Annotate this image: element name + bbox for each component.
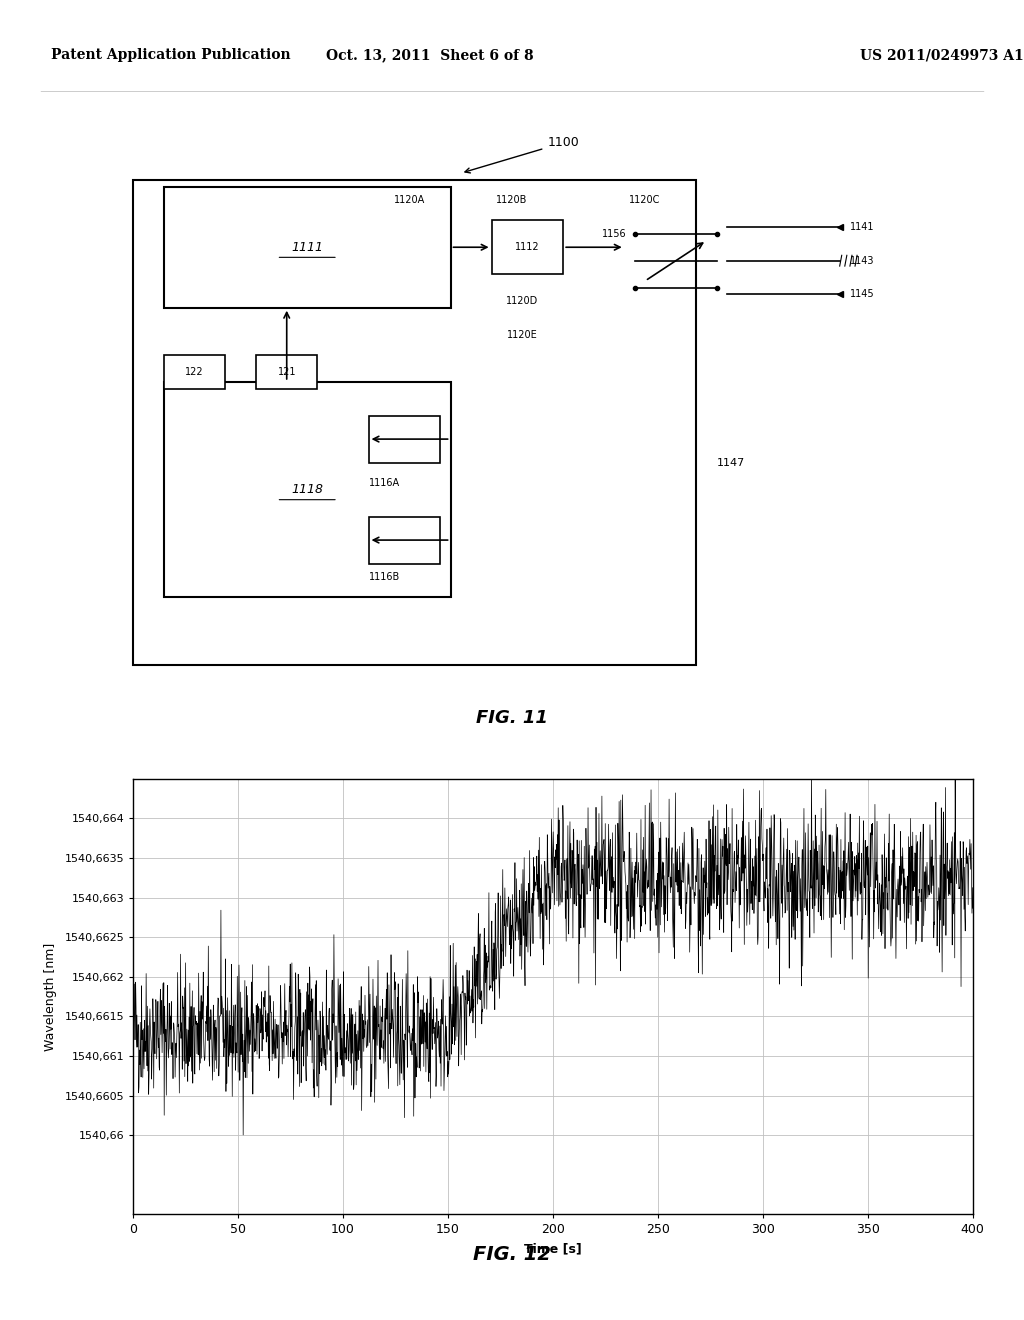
FancyBboxPatch shape (164, 381, 451, 597)
FancyBboxPatch shape (369, 516, 440, 564)
Text: FIG. 12: FIG. 12 (473, 1245, 551, 1263)
Text: 1145: 1145 (850, 289, 874, 300)
Text: 1111: 1111 (291, 240, 324, 253)
Text: 1120E: 1120E (507, 330, 538, 339)
Text: 1141: 1141 (850, 222, 874, 232)
FancyBboxPatch shape (369, 416, 440, 463)
Text: 1116A: 1116A (369, 478, 399, 488)
Text: 1120D: 1120D (506, 296, 539, 306)
Text: 1116B: 1116B (369, 572, 400, 582)
FancyBboxPatch shape (164, 355, 225, 388)
FancyBboxPatch shape (164, 186, 451, 308)
Text: Oct. 13, 2011  Sheet 6 of 8: Oct. 13, 2011 Sheet 6 of 8 (327, 49, 534, 62)
Text: FIG. 11: FIG. 11 (476, 709, 548, 727)
Text: 1156: 1156 (602, 228, 627, 239)
Text: 1120B: 1120B (497, 195, 527, 205)
Text: US 2011/0249973 A1: US 2011/0249973 A1 (860, 49, 1024, 62)
Y-axis label: Wavelength [nm]: Wavelength [nm] (44, 942, 57, 1051)
Text: 1112: 1112 (515, 243, 540, 252)
Text: 1143: 1143 (850, 256, 874, 265)
Text: 1100: 1100 (465, 136, 580, 173)
X-axis label: Time [s]: Time [s] (524, 1242, 582, 1255)
FancyBboxPatch shape (256, 355, 317, 388)
FancyBboxPatch shape (133, 180, 696, 665)
Text: 1147: 1147 (717, 458, 745, 467)
FancyBboxPatch shape (492, 220, 563, 275)
Text: Patent Application Publication: Patent Application Publication (51, 49, 291, 62)
Text: 121: 121 (278, 367, 296, 376)
Text: 1118: 1118 (291, 483, 324, 496)
Text: 1120A: 1120A (394, 195, 425, 205)
Text: 1120C: 1120C (630, 195, 660, 205)
Text: 122: 122 (185, 367, 204, 376)
